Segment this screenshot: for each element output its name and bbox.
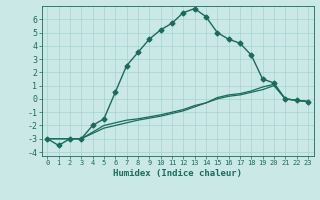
X-axis label: Humidex (Indice chaleur): Humidex (Indice chaleur) <box>113 169 242 178</box>
